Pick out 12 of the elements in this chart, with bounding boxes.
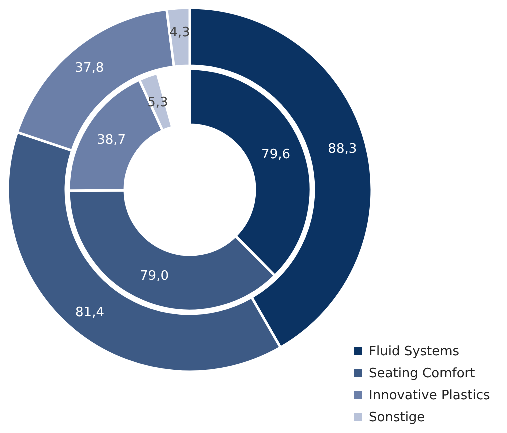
legend-label: Fluid Systems xyxy=(369,344,460,360)
data-label: 79,0 xyxy=(140,268,169,284)
data-label: 81,4 xyxy=(76,305,104,320)
data-label: 38,7 xyxy=(97,133,126,148)
legend-label: Seating Comfort xyxy=(369,366,476,382)
legend-label: Innovative Plastics xyxy=(369,388,491,404)
data-label: 4,3 xyxy=(170,25,190,40)
legend-label: Sonstige xyxy=(369,410,426,426)
data-label: 79,6 xyxy=(262,148,290,163)
data-label: 88,3 xyxy=(328,142,358,158)
data-label: 37,8 xyxy=(75,60,104,76)
data-label: 5,3 xyxy=(148,96,168,111)
